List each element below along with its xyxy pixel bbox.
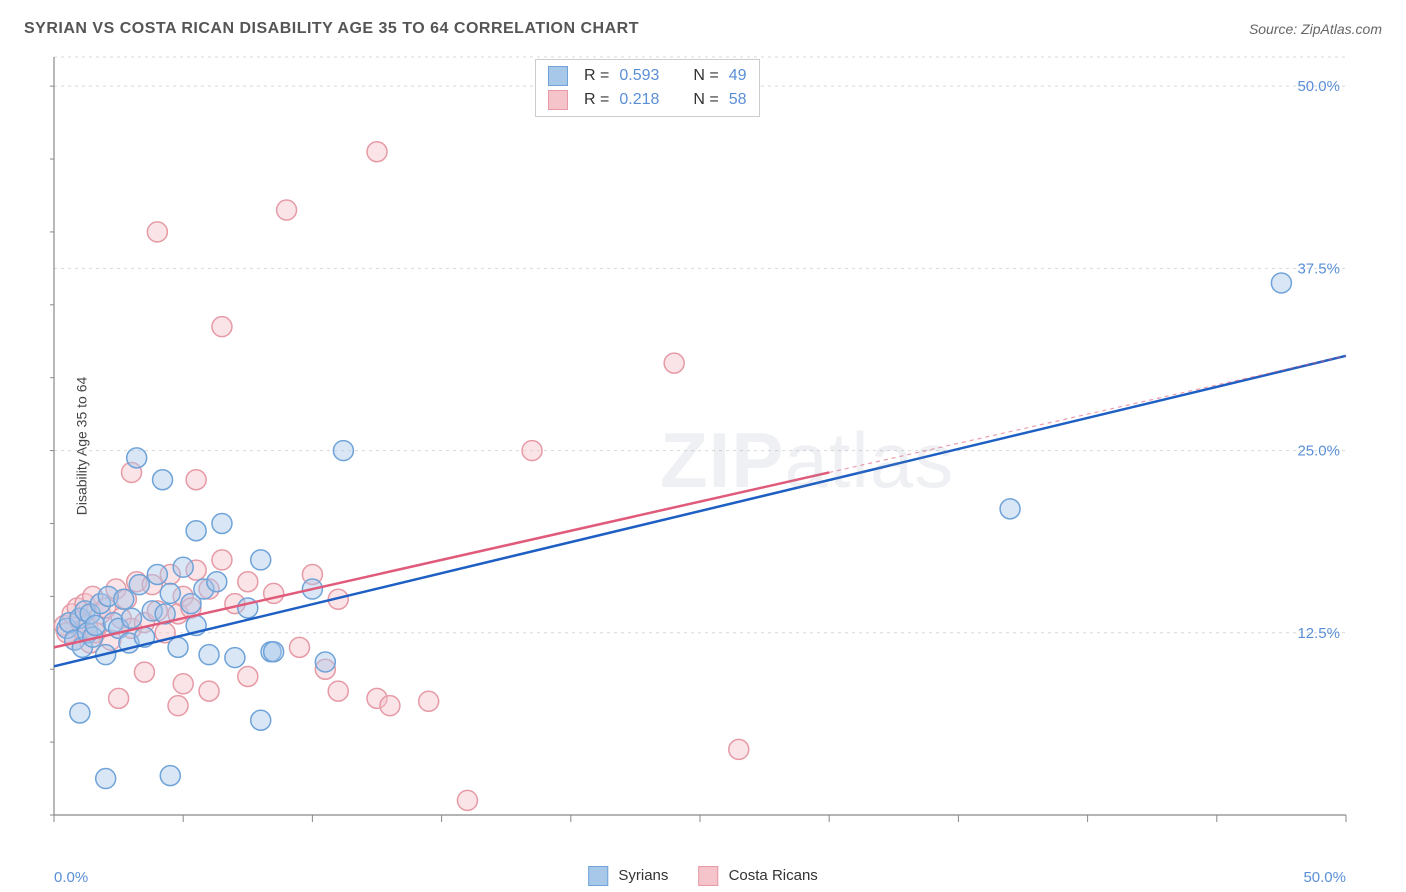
legend-item-syrian: Syrians <box>588 866 668 886</box>
legend-costa-label: Costa Ricans <box>729 867 818 884</box>
swatch-costa-icon <box>548 90 568 110</box>
swatch-syrian-icon <box>548 66 568 86</box>
svg-text:25.0%: 25.0% <box>1297 443 1340 460</box>
source-label: Source: ZipAtlas.com <box>1249 21 1382 37</box>
scatter-plot-svg: 12.5% 25.0% 37.5% 50.0% <box>50 55 1350 845</box>
swatch-syrian-icon <box>588 866 608 886</box>
chart-title: SYRIAN VS COSTA RICAN DISABILITY AGE 35 … <box>24 20 639 38</box>
x-axis-min-label: 0.0% <box>54 869 88 886</box>
bottom-legend: Syrians Costa Ricans <box>588 866 818 886</box>
x-axis-max-label: 50.0% <box>1303 869 1346 886</box>
svg-text:12.5%: 12.5% <box>1297 625 1340 642</box>
stats-legend-box: R = 0.593 N = 49 R = 0.218 N = 58 <box>535 59 760 117</box>
stats-row-syrian: R = 0.593 N = 49 <box>548 64 747 88</box>
svg-text:50.0%: 50.0% <box>1297 78 1340 95</box>
stats-row-costa: R = 0.218 N = 58 <box>548 88 747 112</box>
legend-item-costa: Costa Ricans <box>698 866 817 886</box>
swatch-costa-icon <box>698 866 718 886</box>
chart-plot-area: 12.5%25.0%37.5%50.0% ZIPatlas R = 0.593 … <box>50 55 1350 845</box>
svg-text:37.5%: 37.5% <box>1297 260 1340 277</box>
legend-syrian-label: Syrians <box>618 867 668 884</box>
